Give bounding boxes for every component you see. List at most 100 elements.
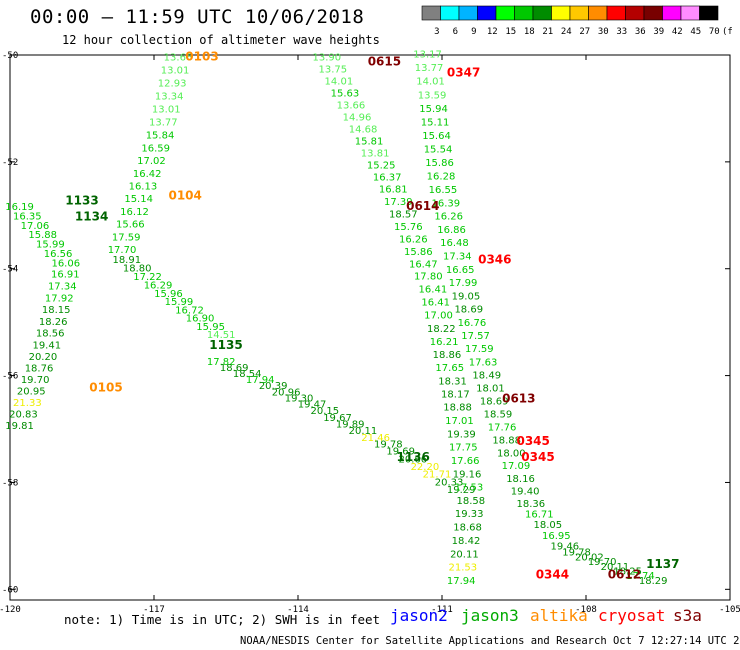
wave-height-value: 18.54 — [233, 369, 262, 380]
wave-height-value: 19.89 — [336, 419, 365, 430]
colorbar-label: 6 — [453, 27, 458, 37]
wave-height-value: 18.56 — [36, 329, 65, 340]
wave-height-value: 19.78 — [562, 548, 591, 559]
wave-height-value: 18.36 — [517, 499, 546, 510]
lon-tick-label: -111 — [431, 605, 453, 615]
wave-height-value: 21.33 — [13, 398, 42, 409]
pass-time-label: 1133 — [65, 194, 98, 208]
wave-height-value: 20.66 — [398, 454, 427, 465]
wave-height-value: 20.39 — [259, 381, 288, 392]
wave-height-value: 21.53 — [448, 563, 477, 574]
wave-height-value: 17.53 — [455, 483, 484, 494]
wave-height-value: 19.69 — [386, 447, 415, 458]
wave-height-value: 15.11 — [421, 117, 450, 128]
lon-tick-label: -114 — [287, 605, 309, 615]
wave-height-value: 17.01 — [445, 416, 474, 427]
pass-time-label: 0612 — [608, 568, 641, 582]
wave-height-value: 18.88 — [492, 435, 521, 446]
colorbar-swatch — [699, 5, 719, 21]
wave-height-value: 16.56 — [44, 249, 73, 260]
wave-height-value: 19.39 — [447, 429, 476, 440]
wave-height-value: 20.83 — [9, 409, 38, 420]
wave-height-value: 17.94 — [246, 375, 275, 386]
chart-subtitle: 12 hour collection of altimeter wave hei… — [62, 33, 380, 47]
lat-tick-label: -58 — [2, 478, 18, 488]
colorbar-label: 42 — [672, 27, 683, 37]
wave-height-value: 15.95 — [196, 322, 225, 333]
wave-height-value: 18.68 — [453, 523, 482, 534]
colorbar-label: 45 — [690, 27, 701, 37]
pass-time-label: 0613 — [502, 391, 535, 405]
wave-height-value: 18.57 — [389, 209, 418, 220]
wave-height-value: 18.76 — [25, 363, 54, 374]
wave-height-value: 17.65 — [435, 363, 464, 374]
wave-height-value: 17.39 — [384, 197, 413, 208]
wave-height-value: 19.70 — [21, 375, 50, 386]
wave-height-value: 15.99 — [165, 297, 194, 308]
wave-height-value: 18.05 — [534, 520, 563, 531]
wave-height-value: 20.11 — [349, 426, 378, 437]
wave-height-value: 15.14 — [124, 194, 153, 205]
satellite-legend: jason2 jason3 altika cryosat s3a — [0, 606, 740, 628]
wave-height-value: 18.15 — [42, 305, 71, 316]
wave-height-value: 16.41 — [419, 284, 448, 295]
wave-height-value: 16.26 — [399, 234, 428, 245]
wave-height-value: 16.91 — [51, 270, 80, 281]
wave-height-value: 12.93 — [158, 78, 187, 89]
wave-height-value: 17.74 — [626, 571, 655, 582]
pass-time-label: 0346 — [478, 252, 511, 266]
wave-height-value: 16.48 — [440, 238, 469, 249]
pass-time-label: 0344 — [536, 568, 569, 582]
wave-height-value: 15.64 — [422, 131, 451, 142]
legend-jason3: jason3 — [461, 606, 519, 625]
wave-height-value: 19.33 — [455, 509, 484, 520]
colorbar-label: 27 — [579, 27, 590, 37]
wave-height-value: 16.86 — [437, 225, 466, 236]
wave-height-value: 18.58 — [456, 496, 485, 507]
wave-height-value: 16.29 — [144, 280, 173, 291]
colorbar-label: 12 — [487, 27, 498, 37]
wave-height-value: 14.01 — [325, 76, 354, 87]
wave-height-value: 17.75 — [449, 443, 478, 454]
wave-height-value: 19.81 — [5, 421, 34, 432]
wave-height-value: 15.99 — [36, 240, 65, 251]
colorbar-label: 70 — [709, 27, 720, 37]
wave-height-value: 18.59 — [484, 410, 513, 421]
wave-height-value: 13.81 — [361, 148, 390, 159]
wave-height-value: 20.11 — [601, 562, 630, 573]
wave-height-value: 17.76 — [488, 423, 517, 434]
pass-time-label: 0345 — [521, 450, 554, 464]
wave-height-value: 20.33 — [435, 477, 464, 488]
pass-time-label: 0615 — [368, 55, 401, 69]
wave-height-value: 19.70 — [588, 557, 617, 568]
wave-height-value: 16.06 — [51, 258, 80, 269]
wave-height-value: 19.29 — [447, 485, 476, 496]
wave-height-value: 13.77 — [149, 118, 178, 129]
wave-height-value: 16.12 — [120, 207, 149, 218]
wave-height-value: 16.35 — [13, 211, 42, 222]
wave-height-value: 17.02 — [137, 156, 166, 167]
legend-altika: altika — [530, 606, 588, 625]
colorbar-label: 3 — [434, 27, 439, 37]
wave-height-value: 13.77 — [415, 63, 444, 74]
wave-height-value: 17.92 — [45, 293, 74, 304]
lat-tick-label: -60 — [2, 585, 18, 595]
pass-time-label: 0345 — [516, 434, 549, 448]
wave-height-value: 18.01 — [476, 383, 505, 394]
legend-jason2: jason2 — [390, 606, 448, 625]
wave-height-value: 15.63 — [331, 88, 360, 99]
wave-height-value: 18.86 — [433, 350, 462, 361]
wave-height-value: 13.34 — [155, 92, 184, 103]
wave-height-value: 18.49 — [472, 370, 501, 381]
wave-height-value: 16.28 — [427, 171, 456, 182]
wave-height-value: 16.81 — [379, 184, 408, 195]
wave-height-value: 17.94 — [447, 576, 476, 587]
wave-height-value: 20.20 — [29, 352, 58, 363]
pass-time-label: 0104 — [168, 188, 201, 202]
wave-height-value: 18.80 — [123, 264, 152, 275]
wave-height-value: 18.22 — [427, 324, 456, 335]
colorbar-label: 9 — [471, 27, 476, 37]
wave-height-value: 15.76 — [394, 222, 423, 233]
wave-height-value: 15.86 — [425, 158, 454, 169]
lon-tick-label: -120 — [0, 605, 21, 615]
